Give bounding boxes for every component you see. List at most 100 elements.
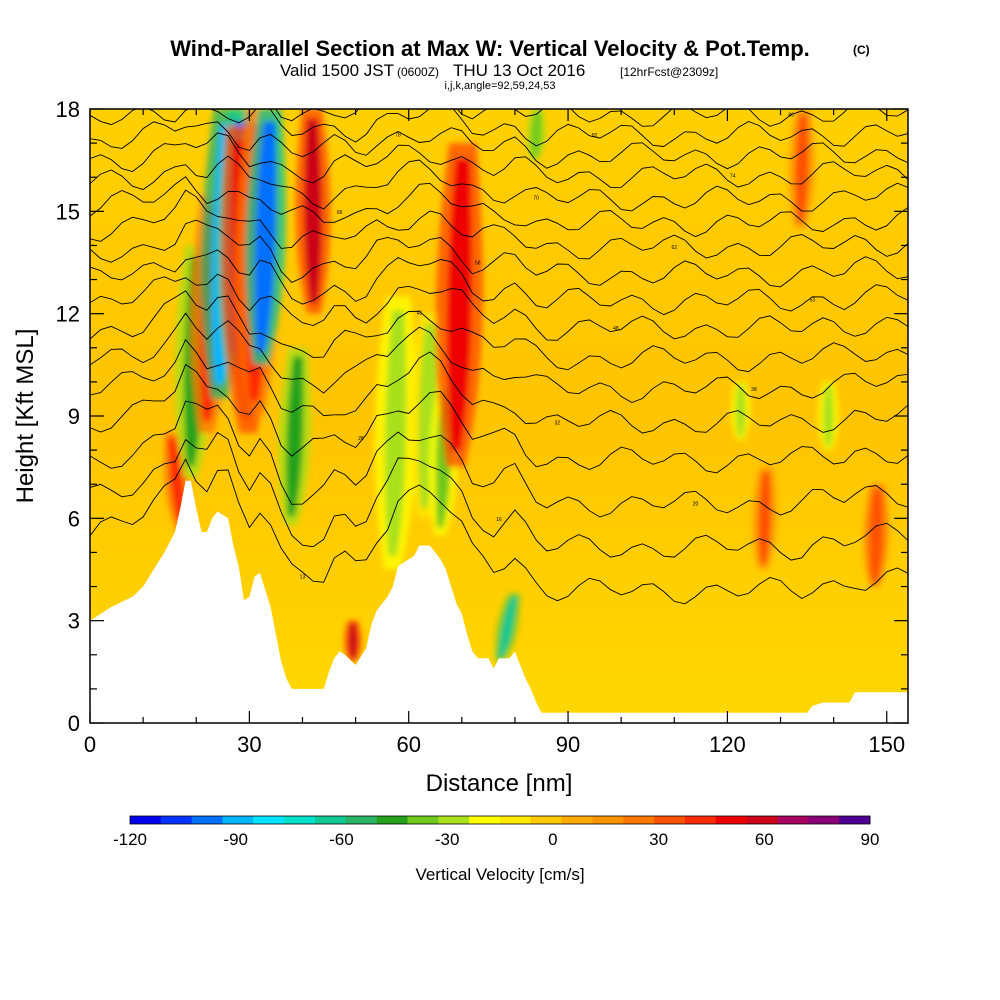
x-tick-label-120: 120	[709, 732, 746, 757]
isentrope-label-10: 62	[672, 245, 678, 251]
colorbar-swatch-0	[130, 816, 162, 824]
colorbar-swatch-16	[623, 816, 655, 824]
isentropes: 13 16 20 26 32 38 43 48 53 58 62 66 70 74 78 82 86	[90, 109, 908, 605]
colorbar-swatch-17	[654, 816, 686, 824]
colorbar-swatch-10	[438, 816, 470, 824]
isentrope-12	[90, 155, 908, 212]
isentrope-label-16: 86	[788, 113, 794, 119]
velocity-core-20	[823, 385, 834, 447]
colorbar-swatch-6	[315, 816, 347, 824]
isentrope-13	[90, 132, 908, 188]
x-tick-label-0: 0	[84, 732, 96, 757]
valid-time: Valid 1500 JST	[280, 61, 394, 80]
y-tick-label-9: 9	[68, 404, 80, 429]
isentrope-6	[90, 290, 908, 373]
x-tick-label-60: 60	[396, 732, 420, 757]
isentrope-9	[90, 219, 908, 288]
isentrope-14	[90, 121, 908, 170]
y-tick-label-3: 3	[68, 609, 80, 634]
colorbar-tick-label-2: -60	[329, 830, 354, 849]
colorbar-swatch-2	[191, 816, 223, 824]
isentrope-3	[90, 363, 908, 474]
colorbar-swatch-1	[160, 816, 193, 824]
isentrope-15	[90, 109, 908, 147]
x-tick-label-30: 30	[237, 732, 261, 757]
isentrope-10	[90, 189, 908, 260]
colorbar-frame	[129, 815, 871, 825]
colorbar-swatch-4	[253, 816, 285, 824]
chart-title: Wind-Parallel Section at Max W: Vertical…	[170, 36, 810, 61]
valid-date: THU 13 Oct 2016	[453, 61, 585, 80]
forecast-info: [12hrFcst@2309z]	[620, 65, 718, 79]
colorbar-tick-label-4: 0	[548, 830, 557, 849]
colorbar-swatch-20	[746, 816, 778, 824]
isentrope-label-7: 48	[613, 326, 619, 332]
isentrope-label-4: 32	[555, 421, 561, 427]
velocity-core-14	[447, 159, 472, 451]
y-axis: 0 3 6 9 12 15 18	[56, 97, 908, 736]
colorbar-swatch-5	[284, 816, 316, 824]
isentrope-label-9: 58	[475, 261, 481, 267]
y-tick-label-15: 15	[56, 199, 80, 224]
velocity-core-8	[286, 356, 304, 517]
isentrope-8	[90, 249, 908, 316]
isentrope-label-5: 38	[751, 387, 757, 393]
isentrope-label-12: 70	[533, 196, 539, 202]
isentrope-4	[90, 338, 908, 434]
x-axis-label: Distance [nm]	[426, 770, 573, 797]
colorbar-swatch-18	[685, 816, 717, 824]
colorbar-title: Vertical Velocity [cm/s]	[415, 865, 584, 884]
colorbar-swatch-23	[839, 816, 871, 824]
y-tick-label-12: 12	[56, 302, 80, 327]
x-tick-label-90: 90	[556, 732, 580, 757]
isentrope-label-6: 43	[417, 310, 423, 316]
isentrope-label-8: 53	[810, 298, 816, 304]
plot-area: 13 16 20 26 32 38 43 48 53 58 62 66 70 74 78 82 86	[90, 109, 908, 723]
x-tick-label-150: 150	[868, 732, 905, 757]
y-tick-label-0: 0	[68, 711, 80, 736]
colorbar-swatch-14	[561, 816, 593, 824]
colorbar-swatch-11	[469, 816, 501, 824]
colorbar-swatch-19	[715, 816, 748, 824]
y-tick-label-18: 18	[56, 97, 80, 122]
isentrope-0	[90, 458, 908, 605]
isentrope-label-15: 82	[592, 133, 598, 139]
colorbar-tick-label-6: 60	[755, 830, 774, 849]
isentrope-label-2: 20	[693, 502, 699, 508]
colorbar-swatch-21	[777, 816, 809, 824]
y-tick-label-6: 6	[68, 506, 80, 531]
copyright-mark: (C)	[853, 43, 870, 57]
velocity-core-19	[795, 114, 809, 223]
isentrope-label-0: 13	[300, 574, 306, 580]
colorbar-swatch-3	[222, 816, 254, 824]
isentrope-5	[90, 312, 908, 403]
isentrope-1	[90, 431, 908, 561]
isentrope-label-11: 66	[337, 210, 343, 216]
isentrope-7	[90, 273, 908, 341]
velocity-core-7	[254, 121, 277, 353]
isentrope-label-14: 78	[395, 132, 401, 138]
colorbar: -120 -90 -60 -30 0 30 60 90	[113, 815, 879, 849]
isentrope-label-3: 26	[358, 436, 364, 442]
y-axis-label: Height [Kft MSL]	[12, 329, 39, 504]
velocity-core-21	[870, 489, 883, 582]
isentrope-label-1: 16	[496, 517, 502, 523]
chart-subtitle: Valid 1500 JST (0600Z) THU 13 Oct 2016 […	[280, 61, 718, 80]
colorbar-swatch-22	[808, 816, 840, 824]
colorbar-swatch-9	[407, 816, 439, 824]
colorbar-swatch-13	[530, 816, 563, 824]
isentrope-11	[90, 176, 908, 238]
colorbar-swatch-7	[345, 816, 378, 824]
velocity-core-10	[348, 622, 358, 660]
colorbar-swatch-15	[592, 816, 624, 824]
velocity-core-17	[735, 384, 746, 437]
terrain	[90, 480, 908, 723]
isentrope-16	[275, 109, 908, 127]
velocity-core-11	[384, 310, 407, 556]
section-params: i,j,k,angle=92,59,24,53	[444, 80, 555, 92]
velocity-core-16	[531, 111, 542, 158]
colorbar-tick-label-5: 30	[649, 830, 668, 849]
colorbar-swatch-12	[500, 816, 532, 824]
colorbar-tick-label-0: -120	[113, 830, 147, 849]
